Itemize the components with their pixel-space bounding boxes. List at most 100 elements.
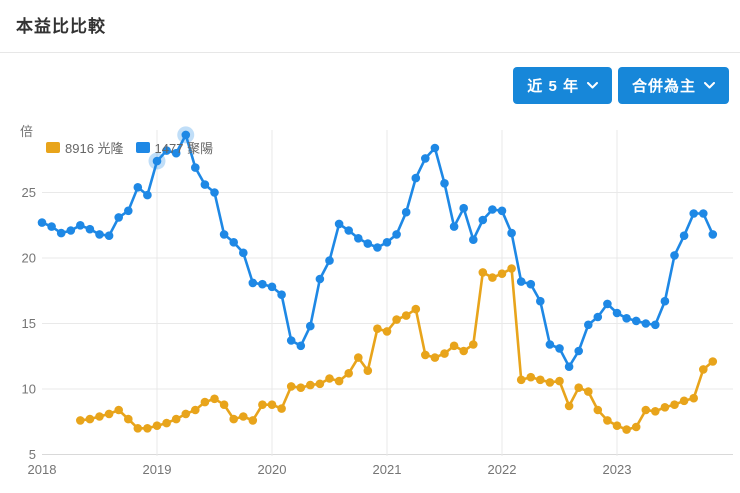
data-point-kl[interactable] bbox=[612, 421, 622, 431]
data-point-jy[interactable] bbox=[37, 218, 47, 227]
data-point-kl[interactable] bbox=[641, 405, 651, 415]
data-point-kl[interactable] bbox=[679, 396, 689, 406]
data-point-kl[interactable] bbox=[162, 418, 171, 428]
data-point-kl[interactable] bbox=[296, 383, 306, 393]
data-point-kl[interactable] bbox=[382, 327, 392, 336]
data-point-jy[interactable] bbox=[200, 180, 210, 189]
data-point-jy[interactable] bbox=[622, 314, 631, 323]
data-point-jy[interactable] bbox=[124, 206, 133, 216]
data-point-jy[interactable] bbox=[440, 179, 449, 188]
data-point-kl[interactable] bbox=[133, 424, 143, 433]
data-point-jy[interactable] bbox=[306, 321, 315, 331]
data-point-jy[interactable] bbox=[210, 188, 219, 197]
data-point-jy[interactable] bbox=[584, 320, 593, 330]
data-point-jy[interactable] bbox=[354, 234, 363, 243]
data-point-kl[interactable] bbox=[564, 401, 574, 411]
data-point-kl[interactable] bbox=[181, 409, 191, 419]
data-point-kl[interactable] bbox=[622, 425, 631, 434]
data-point-kl[interactable] bbox=[440, 349, 449, 358]
data-point-kl[interactable] bbox=[516, 375, 526, 385]
data-point-kl[interactable] bbox=[689, 393, 698, 403]
data-point-jy[interactable] bbox=[85, 224, 95, 234]
data-point-jy[interactable] bbox=[325, 256, 334, 265]
data-point-kl[interactable] bbox=[478, 268, 488, 277]
data-point-kl[interactable] bbox=[344, 369, 354, 378]
data-point-kl[interactable] bbox=[708, 357, 718, 366]
data-point-jy[interactable] bbox=[421, 154, 430, 163]
data-point-jy[interactable] bbox=[296, 341, 306, 351]
data-point-jy[interactable] bbox=[651, 320, 660, 330]
data-point-jy[interactable] bbox=[162, 146, 171, 155]
data-point-kl[interactable] bbox=[584, 387, 593, 396]
data-point-jy[interactable] bbox=[526, 279, 536, 289]
data-point-jy[interactable] bbox=[95, 230, 104, 239]
data-point-jy[interactable] bbox=[488, 205, 497, 214]
data-point-jy[interactable] bbox=[56, 228, 66, 238]
data-point-kl[interactable] bbox=[536, 375, 545, 385]
data-point-kl[interactable] bbox=[555, 376, 564, 386]
data-point-jy[interactable] bbox=[47, 222, 56, 231]
data-point-jy[interactable] bbox=[699, 209, 708, 218]
data-point-kl[interactable] bbox=[363, 366, 373, 376]
data-point-jy[interactable] bbox=[277, 290, 286, 300]
data-point-kl[interactable] bbox=[430, 353, 440, 362]
data-point-jy[interactable] bbox=[229, 238, 238, 247]
data-point-kl[interactable] bbox=[239, 412, 248, 421]
data-point-kl[interactable] bbox=[85, 414, 95, 424]
data-point-jy[interactable] bbox=[104, 231, 114, 240]
data-point-jy[interactable] bbox=[344, 226, 354, 235]
data-point-jy[interactable] bbox=[670, 251, 679, 260]
data-point-jy[interactable] bbox=[603, 299, 612, 309]
data-point-jy[interactable] bbox=[373, 243, 382, 252]
data-point-jy[interactable] bbox=[114, 213, 123, 222]
data-point-jy[interactable] bbox=[555, 344, 564, 353]
data-point-jy[interactable] bbox=[267, 282, 277, 292]
data-point-jy[interactable] bbox=[401, 207, 411, 217]
data-point-jy[interactable] bbox=[545, 340, 555, 349]
data-point-kl[interactable] bbox=[334, 376, 344, 386]
data-point-kl[interactable] bbox=[286, 382, 296, 391]
range-dropdown-button[interactable]: 近 5 年 bbox=[513, 67, 612, 104]
data-point-jy[interactable] bbox=[334, 219, 344, 229]
data-point-kl[interactable] bbox=[306, 380, 315, 390]
data-point-kl[interactable] bbox=[210, 394, 219, 404]
data-point-kl[interactable] bbox=[229, 414, 238, 424]
data-point-jy[interactable] bbox=[392, 230, 401, 239]
data-point-kl[interactable] bbox=[670, 400, 679, 410]
data-point-kl[interactable] bbox=[660, 403, 670, 412]
data-point-jy[interactable] bbox=[152, 156, 162, 166]
data-point-kl[interactable] bbox=[248, 416, 258, 425]
data-point-kl[interactable] bbox=[219, 400, 229, 410]
data-point-kl[interactable] bbox=[651, 407, 660, 416]
legend-item-8916[interactable]: 8916 光隆 bbox=[46, 138, 124, 157]
data-point-jy[interactable] bbox=[679, 231, 689, 240]
data-point-jy[interactable] bbox=[459, 203, 469, 213]
data-point-kl[interactable] bbox=[373, 324, 382, 334]
data-point-kl[interactable] bbox=[488, 273, 497, 282]
data-point-kl[interactable] bbox=[459, 346, 469, 356]
data-point-jy[interactable] bbox=[593, 312, 603, 322]
data-point-kl[interactable] bbox=[593, 405, 603, 415]
data-point-jy[interactable] bbox=[363, 239, 373, 248]
data-point-jy[interactable] bbox=[286, 336, 296, 345]
data-point-jy[interactable] bbox=[631, 316, 641, 326]
data-point-kl[interactable] bbox=[574, 383, 583, 393]
data-point-kl[interactable] bbox=[143, 424, 152, 433]
data-point-jy[interactable] bbox=[248, 278, 258, 288]
data-point-jy[interactable] bbox=[536, 296, 545, 306]
data-point-kl[interactable] bbox=[699, 365, 708, 374]
data-point-kl[interactable] bbox=[603, 416, 612, 425]
data-point-kl[interactable] bbox=[104, 409, 114, 419]
data-point-kl[interactable] bbox=[95, 412, 104, 421]
data-point-jy[interactable] bbox=[564, 362, 574, 372]
data-point-kl[interactable] bbox=[526, 372, 536, 382]
data-point-kl[interactable] bbox=[171, 414, 181, 424]
data-point-jy[interactable] bbox=[612, 308, 622, 318]
data-point-kl[interactable] bbox=[354, 353, 363, 362]
data-point-jy[interactable] bbox=[76, 221, 85, 230]
data-point-kl[interactable] bbox=[267, 400, 277, 410]
data-point-jy[interactable] bbox=[708, 230, 718, 239]
legend-item-1477[interactable]: 1477 聚陽 bbox=[135, 138, 213, 157]
data-point-kl[interactable] bbox=[152, 421, 162, 431]
